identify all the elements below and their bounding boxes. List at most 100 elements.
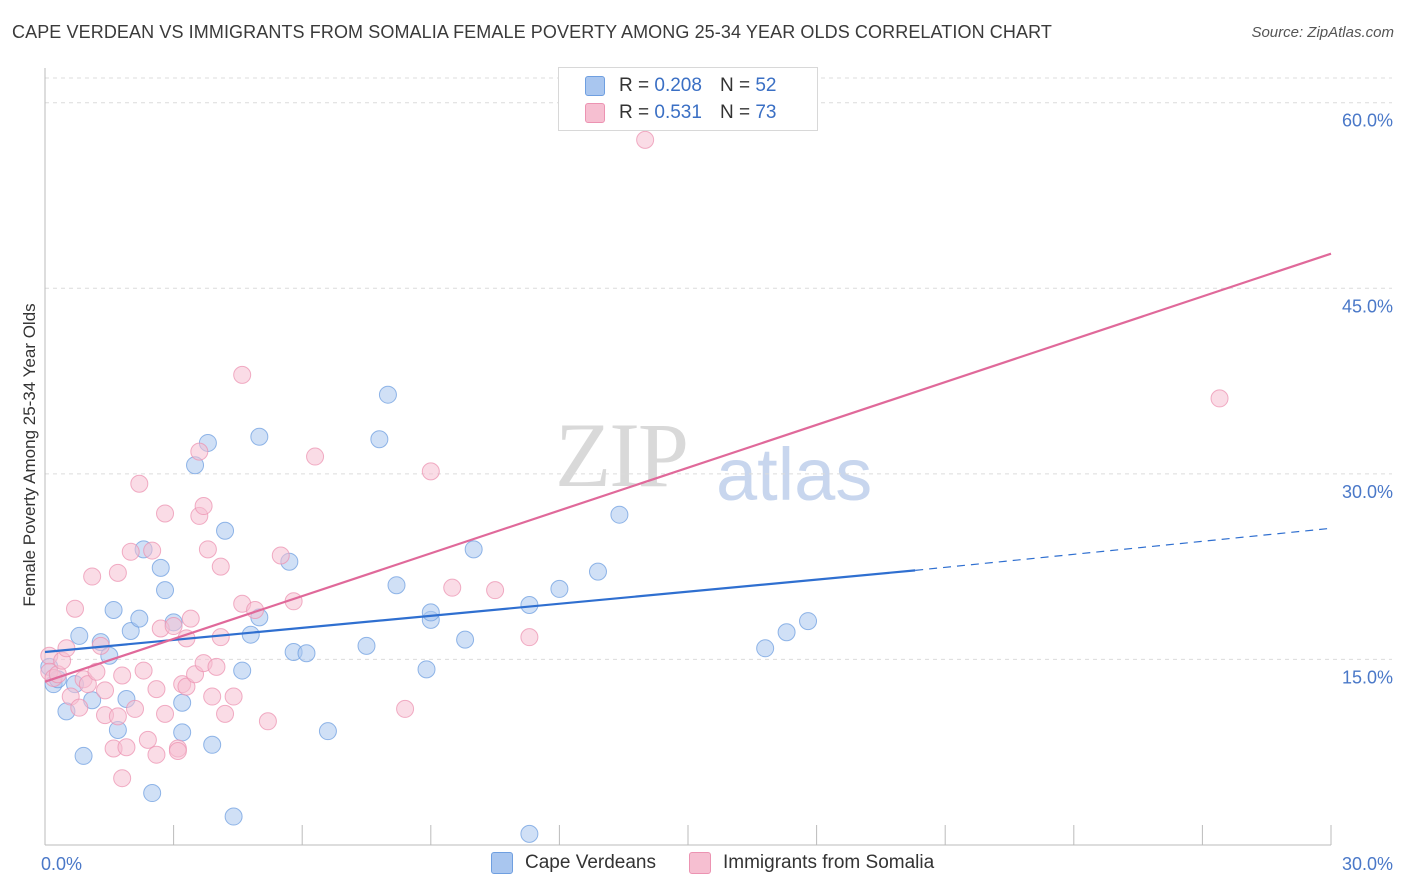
point-cape-verdean bbox=[233, 661, 252, 680]
watermark-atlas: atlas bbox=[716, 433, 873, 516]
point-somalia bbox=[271, 546, 290, 565]
point-somalia bbox=[156, 504, 175, 523]
chart-title: CAPE VERDEAN VS IMMIGRANTS FROM SOMALIA … bbox=[12, 22, 1052, 42]
legend-r-value: 0.531 bbox=[654, 102, 702, 123]
point-cape-verdean bbox=[216, 521, 235, 540]
legend-n-value: 52 bbox=[755, 75, 777, 96]
bottom-legend-label: Cape Verdeans bbox=[525, 852, 656, 873]
point-cape-verdean bbox=[173, 693, 192, 712]
point-somalia bbox=[57, 639, 76, 658]
x-tick-label: 30.0% bbox=[1342, 854, 1393, 874]
point-cape-verdean bbox=[799, 612, 818, 631]
legend-n-label: N = bbox=[719, 102, 751, 123]
point-cape-verdean bbox=[297, 644, 316, 663]
point-cape-verdean bbox=[203, 735, 222, 754]
point-somalia bbox=[211, 557, 230, 576]
legend-swatch-blue bbox=[585, 76, 605, 96]
point-cape-verdean bbox=[417, 660, 436, 679]
point-somalia bbox=[443, 578, 462, 597]
point-cape-verdean bbox=[456, 630, 475, 649]
point-somalia bbox=[421, 462, 440, 481]
trend-line-cape-verdeans-extension bbox=[915, 527, 1332, 571]
point-somalia bbox=[78, 675, 97, 694]
legend-r-label: R = bbox=[619, 75, 650, 96]
bottom-legend-swatch-pink bbox=[689, 852, 711, 874]
bottom-legend: Cape Verdeans Immigrants from Somalia bbox=[0, 852, 1406, 878]
point-somalia bbox=[147, 745, 166, 764]
point-cape-verdean bbox=[520, 824, 539, 843]
point-somalia bbox=[121, 542, 140, 561]
legend: R = 0.208 N = 52 R = 0.531 N = 73 bbox=[558, 67, 818, 131]
point-somalia bbox=[520, 628, 539, 647]
point-cape-verdean bbox=[378, 385, 397, 404]
point-somalia bbox=[113, 666, 132, 685]
point-cape-verdean bbox=[250, 427, 269, 446]
point-somalia bbox=[233, 365, 252, 384]
legend-row-somalia: R = 0.531 N = 73 bbox=[585, 100, 776, 126]
tick-labels: 15.0% 30.0% 45.0% 60.0% 0.0% 30.0% bbox=[41, 111, 1393, 874]
point-somalia bbox=[168, 741, 187, 760]
point-cape-verdean bbox=[224, 807, 243, 826]
legend-row-cape-verdeans: R = 0.208 N = 52 bbox=[585, 73, 776, 99]
point-cape-verdean bbox=[387, 576, 406, 595]
y-tick-label: 15.0% bbox=[1342, 667, 1393, 687]
point-somalia bbox=[177, 677, 196, 696]
x-tick-label: 0.0% bbox=[41, 854, 82, 874]
point-cape-verdean bbox=[464, 540, 483, 559]
source-label: Source: ZipAtlas.com bbox=[1251, 24, 1394, 41]
trend-line-cape-verdeans bbox=[44, 569, 916, 654]
bottom-legend-cape-verdeans: Cape Verdeans bbox=[491, 852, 656, 874]
point-somalia bbox=[636, 130, 655, 149]
point-somalia bbox=[486, 581, 505, 600]
point-somalia bbox=[138, 730, 157, 749]
point-somalia bbox=[87, 662, 106, 681]
point-cape-verdean bbox=[151, 558, 170, 577]
bottom-legend-somalia: Immigrants from Somalia bbox=[689, 852, 934, 874]
point-cape-verdean bbox=[156, 581, 175, 600]
point-somalia bbox=[134, 661, 153, 680]
point-cape-verdean bbox=[121, 621, 140, 640]
trend-line-somalia bbox=[44, 252, 1332, 683]
point-somalia bbox=[156, 704, 175, 723]
point-somalia bbox=[224, 687, 243, 706]
point-somalia bbox=[66, 599, 85, 618]
point-somalia bbox=[147, 680, 166, 699]
point-cape-verdean bbox=[74, 746, 93, 765]
point-somalia bbox=[70, 698, 89, 717]
point-somalia bbox=[164, 617, 183, 636]
bottom-legend-label: Immigrants from Somalia bbox=[723, 852, 935, 873]
legend-r-value: 0.208 bbox=[654, 75, 702, 96]
point-somalia bbox=[83, 567, 102, 586]
point-somalia bbox=[396, 699, 415, 718]
legend-n-value: 73 bbox=[755, 102, 777, 123]
point-cape-verdean bbox=[370, 430, 389, 449]
point-somalia bbox=[96, 681, 115, 700]
point-somalia bbox=[203, 687, 222, 706]
point-somalia bbox=[126, 699, 145, 718]
point-somalia bbox=[207, 657, 226, 676]
point-cape-verdean bbox=[756, 639, 775, 658]
bottom-legend-swatch-blue bbox=[491, 852, 513, 874]
point-cape-verdean bbox=[777, 623, 796, 642]
point-somalia bbox=[216, 704, 235, 723]
point-cape-verdean bbox=[104, 600, 123, 619]
y-tick-label: 60.0% bbox=[1342, 111, 1393, 131]
point-cape-verdean bbox=[143, 784, 162, 803]
point-somalia bbox=[1210, 389, 1229, 408]
trend-lines bbox=[44, 252, 1332, 683]
point-somalia bbox=[181, 609, 200, 628]
point-somalia bbox=[130, 474, 149, 493]
axes bbox=[44, 68, 1332, 846]
point-cape-verdean bbox=[357, 636, 376, 655]
point-somalia bbox=[258, 712, 277, 731]
legend-r-label: R = bbox=[619, 102, 650, 123]
point-somalia bbox=[108, 707, 127, 726]
point-somalia bbox=[190, 442, 209, 461]
point-cape-verdean bbox=[130, 609, 149, 628]
legend-swatch-pink bbox=[585, 103, 605, 123]
data-points bbox=[40, 130, 1229, 843]
point-cape-verdean bbox=[588, 562, 607, 581]
point-cape-verdean bbox=[421, 603, 440, 622]
y-tick-label: 45.0% bbox=[1342, 296, 1393, 316]
